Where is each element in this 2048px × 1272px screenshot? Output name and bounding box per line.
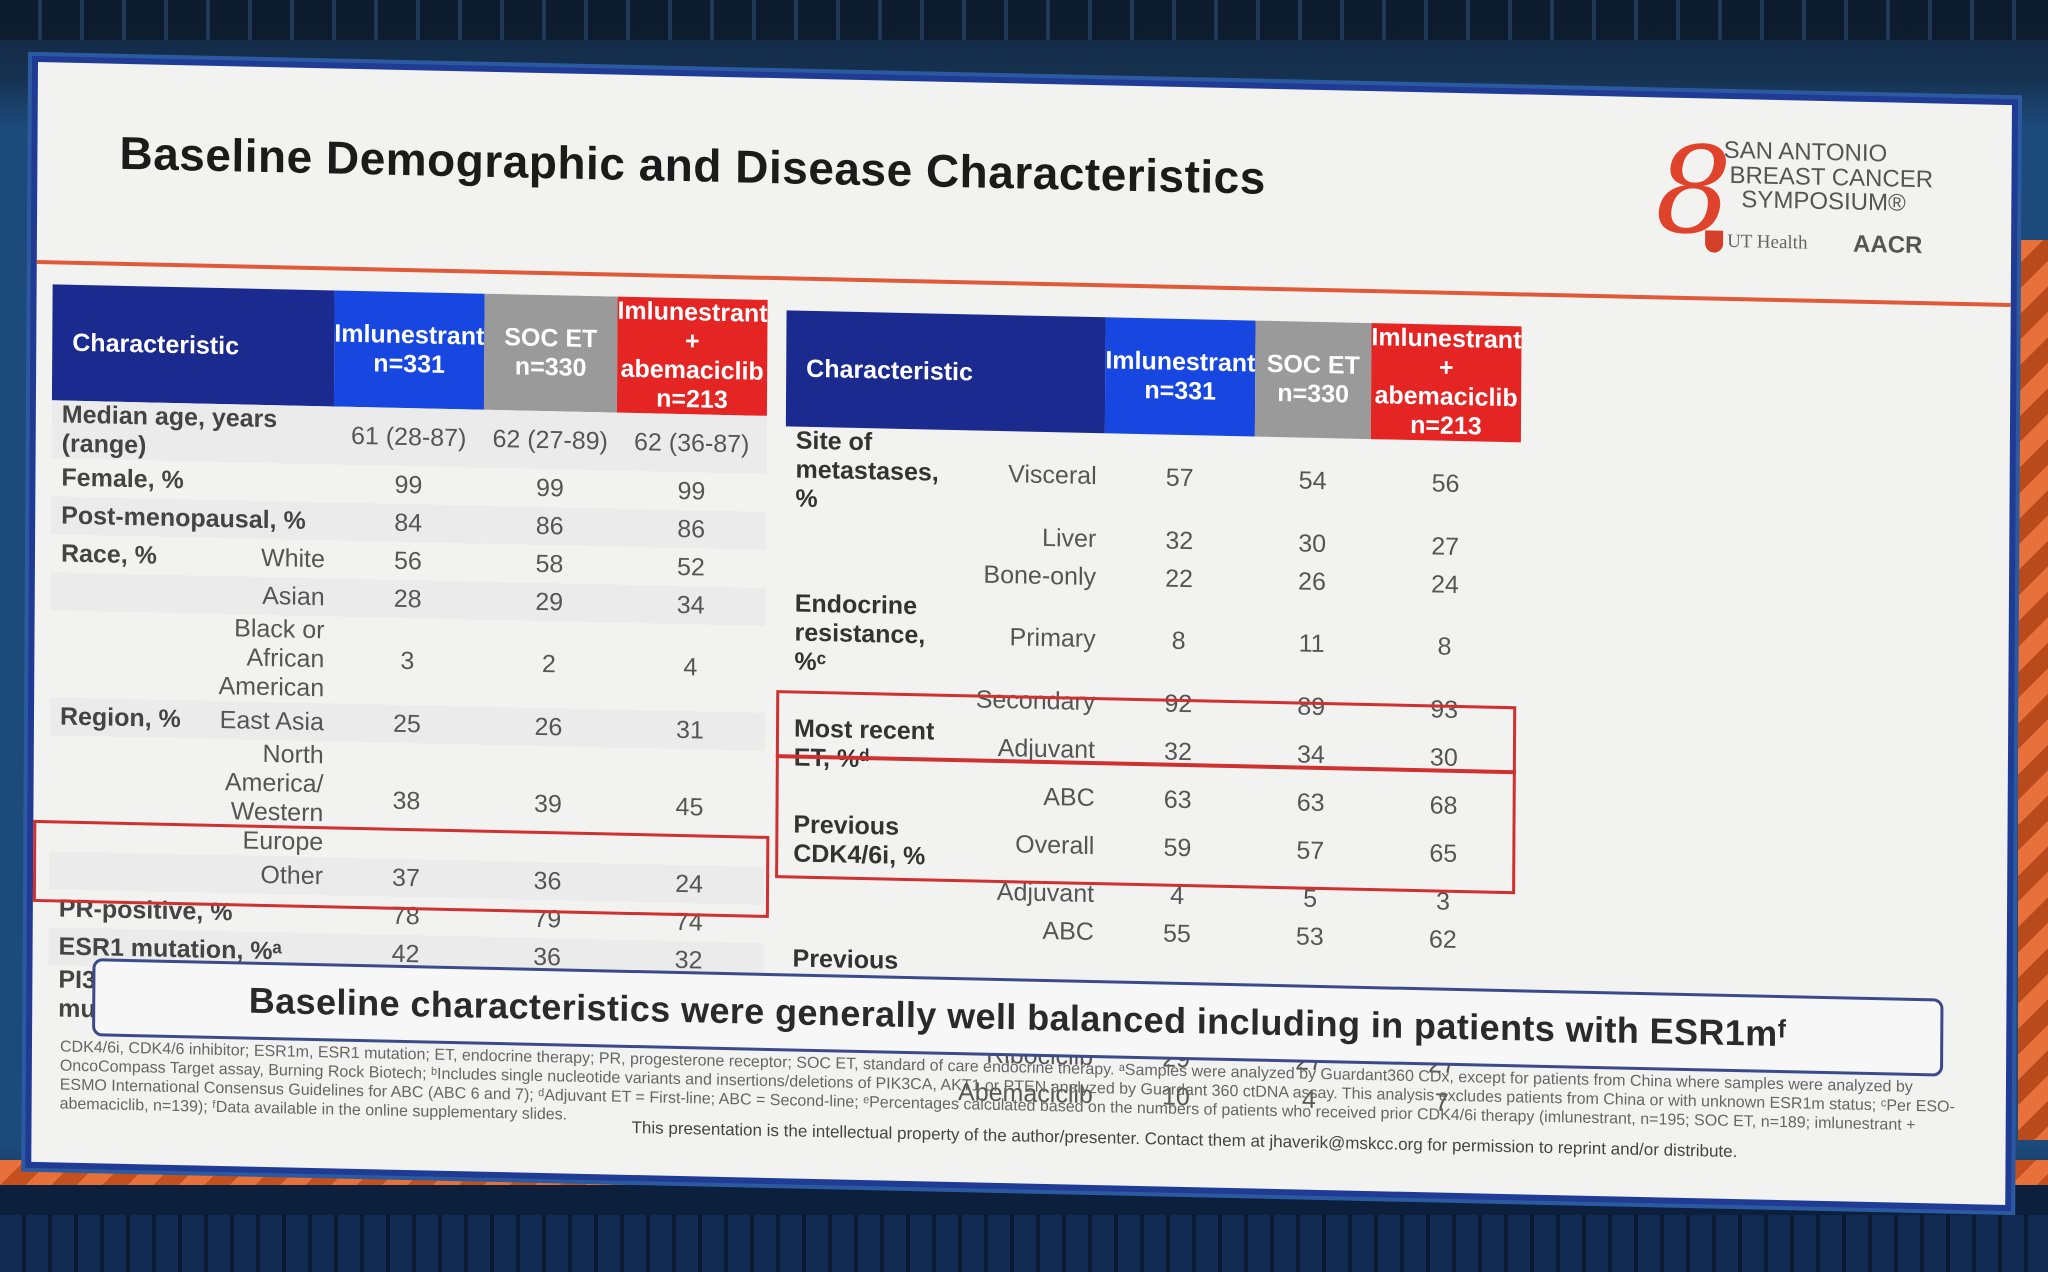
row-sublabel: Black or African American	[218, 614, 325, 703]
value-combo: 34	[676, 590, 705, 620]
row-sublabel: East Asia	[219, 705, 325, 736]
value-soc-et: 2	[541, 650, 556, 679]
value-soc-et: 54	[1298, 466, 1327, 496]
value-imlunestrant: 22	[1165, 564, 1194, 593]
value-imlunestrant: 32	[1165, 526, 1194, 555]
value-imlunestrant: 3	[400, 646, 415, 676]
right-table-row: Endocrine resistance, %ᶜ Primary 8 11 8	[784, 589, 1520, 692]
value-imlunestrant: 99	[394, 470, 423, 499]
value-soc-et: 99	[535, 473, 564, 502]
value-combo: 86	[677, 514, 706, 544]
value-soc-et: 30	[1298, 529, 1327, 558]
row-sublabel: Bone-only	[983, 560, 1097, 591]
ut-health-logo: UT Health	[1727, 230, 1808, 254]
row-label: Site of metastases, %	[795, 426, 939, 514]
row-label: Endocrine resistance, %ᶜ	[794, 589, 926, 677]
value-imlunestrant: 57	[1165, 463, 1194, 493]
row-label	[785, 513, 962, 555]
left-table-row: Black or African American 3 2 4	[50, 610, 766, 713]
stage-ceiling	[0, 0, 2048, 40]
value-soc-et: 26	[1298, 567, 1326, 596]
value-soc-et: 62 (27-89)	[492, 424, 608, 455]
header-characteristic-right: Characteristic	[785, 310, 1106, 434]
header-soc-et-right: SOC ET n=330	[1254, 320, 1372, 440]
value-combo: 4	[683, 653, 698, 682]
value-soc-et: 53	[1295, 921, 1324, 951]
value-imlunestrant: 84	[394, 508, 423, 537]
row-label: Median age, years (range)	[61, 400, 278, 460]
value-soc-et: 29	[535, 587, 564, 616]
value-soc-et: 86	[535, 511, 564, 540]
value-imlunestrant: 8	[1171, 626, 1186, 656]
value-combo: 62	[1428, 924, 1457, 954]
ut-shield-icon	[1705, 230, 1724, 253]
value-combo: 56	[1431, 469, 1460, 499]
value-combo: 24	[1430, 569, 1459, 599]
row-label: Region, %	[59, 701, 181, 733]
logo-line-3: SYMPOSIUM®	[1741, 186, 1906, 217]
row-label	[783, 906, 960, 948]
value-soc-et: 11	[1298, 629, 1325, 659]
header-imlunestrant-right: Imlunestrant n=331	[1104, 317, 1256, 437]
value-imlunestrant: 61 (28-87)	[350, 421, 467, 452]
header-imlunestrant: Imlunestrant n=331	[333, 290, 485, 410]
stage-side-decoration	[2018, 240, 2048, 1140]
presentation-slide: Baseline Demographic and Disease Charact…	[31, 62, 2012, 1205]
value-combo: 31	[675, 715, 704, 745]
header-characteristic: Characteristic	[51, 284, 335, 407]
stage-floor	[0, 1185, 2048, 1272]
value-combo: 62 (36-87)	[633, 427, 750, 459]
row-label	[51, 572, 202, 613]
highlight-box-previous-cdk46i	[775, 754, 1516, 895]
value-combo: 99	[677, 476, 706, 506]
row-sublabel: Primary	[1009, 623, 1096, 654]
row-label: Race, %	[60, 539, 157, 570]
slide-title: Baseline Demographic and Disease Charact…	[119, 126, 1266, 204]
row-sublabel: Asian	[262, 581, 325, 611]
value-soc-et: 58	[535, 549, 564, 578]
row-sublabel: Liver	[1042, 523, 1097, 553]
row-sublabel: Visceral	[1008, 460, 1097, 491]
value-imlunestrant: 55	[1162, 919, 1191, 948]
row-label	[785, 551, 962, 593]
value-imlunestrant: 25	[392, 709, 421, 738]
highlight-box-esr1-pi3k	[32, 819, 770, 918]
header-soc-et: SOC ET n=330	[483, 293, 618, 413]
value-combo: 27	[1431, 531, 1460, 561]
row-sublabel: White	[260, 543, 326, 573]
sabcs-logo: 8 SAN ANTONIO BREAST CANCER SYMPOSIUM® U…	[1655, 121, 1956, 288]
left-characteristics-table: Characteristic Imlunestrant n=331 SOC ET n…	[48, 284, 768, 1039]
header-combo: Imlunestrant + abemaciclib n=213	[616, 296, 768, 416]
value-soc-et: 26	[534, 712, 563, 741]
row-label: Post-menopausal, %	[61, 501, 306, 535]
value-imlunestrant: 28	[393, 584, 422, 613]
value-combo: 8	[1437, 632, 1452, 661]
header-combo-right: Imlunestrant + abemaciclib n=213	[1370, 323, 1522, 443]
value-imlunestrant: 56	[393, 546, 422, 575]
value-combo: 52	[676, 552, 705, 582]
row-sublabel: ABC	[1042, 916, 1094, 946]
aacr-logo: AACR	[1853, 230, 1923, 260]
row-label	[50, 610, 201, 700]
right-table-row: Site of metastases, % Visceral 57 54 56	[785, 426, 1521, 529]
row-label: Female, %	[61, 463, 184, 494]
